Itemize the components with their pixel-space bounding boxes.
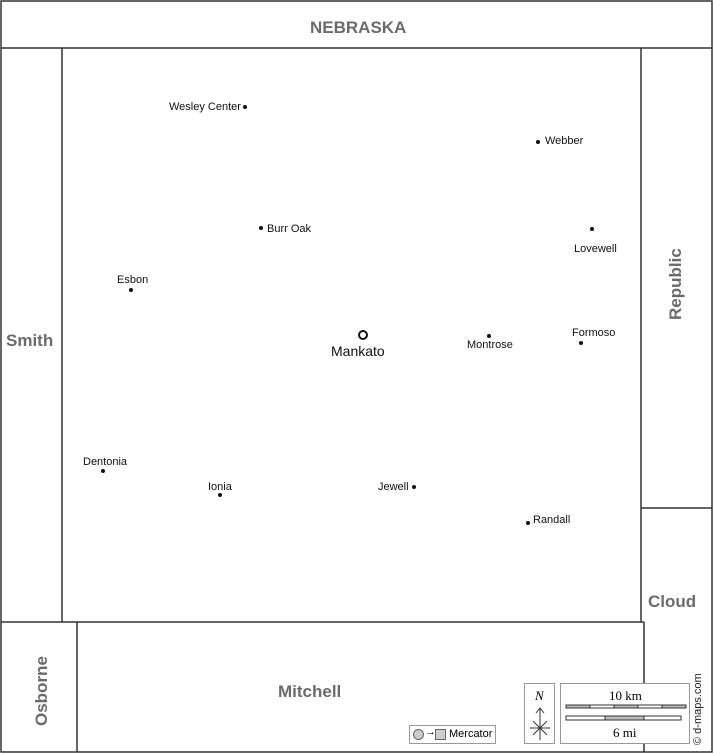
town-label: Burr Oak (267, 223, 312, 235)
town-label: Esbon (117, 274, 149, 286)
town-marker (101, 469, 105, 473)
scale-mi-label: 6 mi (613, 725, 637, 740)
town-label: Jewell (378, 481, 409, 493)
scale-bar: 10 km 6 mi (560, 683, 690, 744)
town-marker (218, 493, 222, 497)
town-marker (259, 226, 263, 230)
north-arrow: N (524, 683, 555, 744)
region-republic: Republic (666, 248, 685, 320)
town-label: Dentonia (83, 456, 128, 468)
town-marker (590, 227, 594, 231)
town-marker (243, 105, 247, 109)
town-label: Webber (545, 135, 584, 147)
arrow-icon: → (425, 726, 436, 738)
county-seat-marker (358, 330, 368, 340)
town-marker (536, 140, 540, 144)
credit-label: © d-maps.com (692, 673, 704, 745)
square-icon (435, 729, 446, 740)
projection-legend: → Mercator (409, 725, 496, 744)
town-label: Montrose (467, 339, 513, 351)
circle-icon (413, 729, 424, 740)
town-label: Ionia (208, 481, 232, 493)
region-cloud: Cloud (648, 592, 697, 611)
town-marker (579, 341, 583, 345)
county-seat-label: Mankato (331, 343, 385, 359)
town-marker (129, 288, 133, 292)
region-mitchell: Mitchell (278, 682, 342, 701)
town-marker (526, 521, 530, 525)
north-label: N (535, 688, 544, 703)
town-label: Randall (533, 514, 571, 526)
region-smith: Smith (6, 331, 54, 350)
town-label: Wesley Center (169, 101, 241, 113)
region-osborne: Osborne (32, 656, 51, 726)
scale-bars (565, 704, 687, 721)
projection-label: Mercator (449, 728, 493, 740)
town-label: Formoso (572, 327, 616, 339)
compass-icon (530, 707, 550, 740)
town-marker (487, 334, 491, 338)
region-nebraska: NEBRASKA (310, 18, 407, 37)
scale-km-label: 10 km (609, 688, 642, 703)
town-label: Lovewell (574, 243, 617, 255)
town-marker (412, 485, 416, 489)
